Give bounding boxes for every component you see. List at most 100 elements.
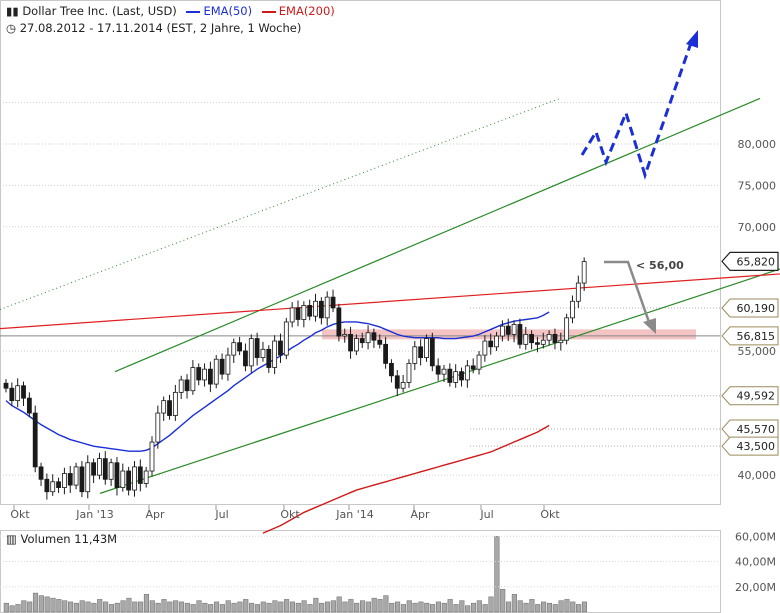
- volume-bar: [319, 602, 325, 613]
- candle-body: [126, 470, 132, 491]
- volume-bar: [342, 601, 348, 613]
- volume-label: Volumen: [20, 532, 71, 546]
- candle-body: [307, 305, 313, 317]
- price-tag-label: 45,570: [737, 423, 776, 436]
- volume-bar: [149, 600, 155, 613]
- candle-body: [295, 307, 301, 320]
- price-tag: [721, 251, 779, 271]
- candle-body: [15, 385, 21, 402]
- volume-bar: [225, 600, 231, 613]
- candle-body: [523, 333, 529, 345]
- volume-bar: [383, 595, 389, 613]
- price-tag: [721, 386, 779, 406]
- x-tick-label: Apr: [410, 508, 430, 521]
- price-tag-label: 60,190: [737, 302, 776, 315]
- candle-body: [272, 340, 278, 368]
- volume-bar: [459, 600, 465, 613]
- volume-bar: [231, 602, 237, 613]
- volume-bar: [301, 600, 307, 613]
- volume-bar: [38, 595, 44, 613]
- candle-body: [301, 305, 307, 320]
- volume-axis-label: 40,00M: [735, 556, 776, 569]
- volume-bar: [354, 602, 360, 613]
- volume-bar: [138, 601, 144, 613]
- candle-body: [278, 340, 283, 356]
- volume-bar: [529, 599, 535, 613]
- candle-body: [56, 481, 61, 488]
- candle-body: [207, 368, 213, 385]
- x-tick-label: Jul: [479, 508, 493, 521]
- candle-body: [482, 340, 488, 356]
- volume-bar: [558, 600, 564, 613]
- volume-bar: [365, 601, 371, 613]
- candle-body: [184, 379, 190, 392]
- candle-body: [441, 368, 447, 375]
- volume-bar: [178, 601, 185, 613]
- price-tag-label: 56,815: [737, 330, 776, 343]
- volume-bar: [488, 596, 494, 613]
- volume-bar: [67, 601, 74, 613]
- forecast-threshold-label: < 56,00: [636, 259, 684, 272]
- candle-body: [488, 340, 494, 348]
- volume-bar: [535, 604, 541, 613]
- volume-bar: [435, 601, 442, 613]
- candle-body: [330, 296, 336, 309]
- candle-body: [167, 400, 172, 416]
- price-tag-label: 49,592: [737, 390, 776, 403]
- volume-bar: [9, 605, 15, 613]
- candle-body: [248, 338, 254, 367]
- volume-bar: [564, 599, 570, 613]
- candle-body: [353, 338, 359, 352]
- volume-bar: [120, 600, 126, 613]
- y-tick-label: 55,000: [738, 345, 777, 358]
- candle-body: [564, 317, 570, 341]
- volume-bar: [295, 602, 301, 613]
- volume-bar: [167, 601, 173, 613]
- volume-bar: [50, 597, 56, 613]
- volume-bar: [190, 604, 196, 613]
- candle-body: [535, 342, 540, 345]
- candle-body: [318, 300, 324, 319]
- candle-body: [394, 375, 400, 389]
- candle-body: [260, 348, 266, 358]
- volume-bar: [143, 594, 150, 613]
- candle-body: [190, 367, 196, 392]
- price-tag-label: 43,500: [737, 440, 776, 453]
- volume-bar: [523, 602, 529, 613]
- candle-body: [470, 365, 476, 370]
- candle-body: [219, 358, 225, 375]
- volume-bar: [424, 602, 430, 613]
- volume-bar: [249, 602, 255, 613]
- candle-body: [137, 466, 143, 484]
- volume-bar: [517, 600, 523, 613]
- volume-bar: [260, 601, 266, 613]
- volume-bar: [114, 602, 120, 613]
- volume-bar: [359, 600, 366, 613]
- volume-bar: [32, 592, 39, 613]
- volume-bar: [266, 602, 272, 613]
- price-tag: [721, 419, 779, 439]
- candle-body: [348, 333, 353, 352]
- candle-body: [161, 400, 167, 414]
- candle-body: [97, 458, 102, 476]
- candle-body: [26, 397, 32, 414]
- channel-upper-line: [114, 97, 761, 373]
- candle-body: [406, 362, 412, 383]
- volume-bar: [219, 604, 225, 613]
- volume-bar: [126, 597, 132, 613]
- volume-bar: [213, 601, 220, 613]
- candle-body: [389, 362, 394, 377]
- candle-body: [85, 462, 91, 493]
- volume-bar: [3, 602, 9, 613]
- volume-bar: [371, 597, 377, 613]
- candle-body: [143, 470, 149, 484]
- volume-bar: [570, 601, 576, 613]
- candle-body: [459, 371, 464, 381]
- volume-bar: [389, 602, 395, 613]
- volume-bar: [202, 602, 208, 613]
- volume-bar: [173, 600, 179, 613]
- candle-body: [32, 412, 38, 468]
- volume-bar: [44, 596, 50, 613]
- candle-body: [494, 335, 499, 348]
